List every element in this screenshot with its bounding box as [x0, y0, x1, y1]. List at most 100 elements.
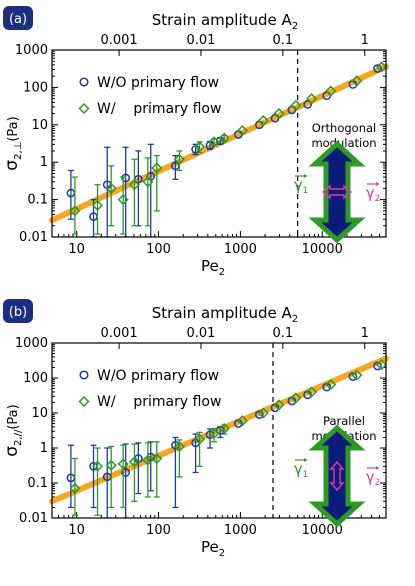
legend-label-with: W/ primary flow	[97, 394, 221, 410]
modulation-arrow-icon	[329, 460, 345, 492]
y-tick-label: 1	[40, 441, 48, 456]
data-point-diamond	[273, 399, 285, 411]
data-point-circle	[121, 468, 131, 477]
shear-arrows-schematic: γ1 γ2	[294, 424, 380, 528]
data-point-circle	[348, 372, 358, 381]
data-point-diamond	[306, 93, 318, 105]
legend-marker-circle	[79, 77, 89, 87]
legend-label-without: W/O primary flow	[97, 75, 219, 91]
x-tick-label: 1000	[224, 242, 257, 257]
plot-frame	[51, 342, 387, 519]
gamma1-label: γ1	[294, 460, 309, 480]
data-point-diamond	[236, 125, 248, 137]
data-point-diamond	[351, 75, 363, 87]
x-axis-label-main: Pe	[201, 257, 219, 275]
y-axis-label-sub: 2,//	[13, 429, 24, 446]
data-point-diamond	[325, 85, 337, 97]
data-point-diamond	[69, 482, 81, 494]
data-point-diamond	[273, 107, 285, 120]
y-tick-label: 0.01	[19, 230, 48, 245]
top-axis-label-sub: 2	[292, 21, 298, 32]
y-axis-label-main: σ	[2, 160, 22, 171]
legend-marker-circle	[79, 370, 89, 380]
modulation-arrow-icon	[321, 184, 353, 200]
data-point-diamond	[117, 458, 129, 470]
panel-label-bg	[3, 299, 33, 323]
gamma1-vector-head	[304, 174, 307, 178]
gamma2-sub: 2	[375, 194, 381, 204]
x-axis-label-sub: 2	[219, 267, 225, 278]
y-tick-label: 100	[23, 371, 48, 386]
data-point-diamond	[218, 422, 230, 435]
x-tick-label: 1000	[224, 523, 257, 538]
top-tick-label: 0.1	[273, 326, 294, 341]
legend-marker-diamond	[78, 395, 90, 408]
data-point-diamond	[325, 378, 337, 391]
data-point-diamond	[218, 132, 230, 144]
series-with-primary-flow	[69, 359, 386, 516]
data-point-diamond	[142, 454, 154, 466]
gamma2-main: γ	[366, 468, 375, 486]
data-point-diamond	[151, 452, 163, 465]
panel-label-bg	[3, 6, 33, 30]
panel-label: (b)	[9, 305, 27, 320]
top-tick-label: 0.001	[100, 33, 137, 48]
data-point-diamond	[290, 99, 302, 111]
x-tick-label: 100	[146, 242, 171, 257]
gamma1-main: γ	[294, 176, 303, 194]
panel-label-badge: (a)	[3, 6, 33, 30]
data-point-diamond	[105, 182, 117, 194]
data-point-diamond	[173, 153, 185, 165]
y-tick-label: 10	[31, 406, 48, 421]
top-axis-label-main: Strain amplitude A	[152, 11, 293, 29]
y-tick-label: 100	[23, 80, 48, 95]
top-tick-label: 0.01	[187, 326, 216, 341]
gamma2-main: γ	[366, 184, 375, 202]
data-point-diamond	[142, 176, 154, 188]
legend: W/O primary flow W/ primary flow	[78, 75, 221, 117]
data-point-diamond	[91, 199, 104, 211]
gamma1-sub: 1	[303, 186, 309, 196]
panel-label-badge: (b)	[3, 299, 33, 323]
gamma2-label: γ2	[366, 184, 381, 204]
top-axis-label: Strain amplitude A2	[152, 304, 298, 325]
x-tick-label: 10	[68, 523, 85, 538]
data-point-diamond	[257, 407, 269, 419]
gamma1-main: γ	[294, 460, 303, 478]
y-axis-label-sub: 2,⊥	[13, 142, 24, 160]
data-point-circle	[254, 410, 264, 419]
x-axis-label: Pe2	[201, 257, 225, 278]
x-tick-label: 10000	[302, 523, 343, 538]
top-axis-label: Strain amplitude A2	[152, 11, 298, 32]
top-tick-label: 0.01	[187, 33, 216, 48]
top-tick-label: 1	[361, 33, 369, 48]
data-point-diamond	[375, 359, 386, 371]
data-point-circle	[303, 100, 312, 109]
data-point-diamond	[91, 460, 104, 472]
data-point-diamond	[194, 433, 206, 445]
gamma1-vector-head	[304, 458, 307, 462]
data-point-diamond	[69, 205, 81, 217]
data-point-diamond	[208, 427, 220, 440]
panel-label: (a)	[9, 12, 27, 27]
plot-frame	[51, 49, 387, 238]
primary-flow-arrow-icon	[308, 140, 366, 244]
data-point-diamond	[128, 179, 140, 191]
y-tick-label: 0.1	[27, 476, 48, 491]
plot-area	[66, 359, 386, 518]
annotation-line: Orthogonal	[312, 121, 376, 135]
legend-marker-diamond	[78, 102, 90, 115]
y-tick-label: 1000	[15, 336, 48, 351]
gamma2-vector-head	[376, 182, 379, 186]
y-tick-label: 0.01	[19, 511, 48, 526]
data-point-circle	[373, 64, 382, 73]
x-tick-label: 100	[146, 523, 171, 538]
gamma1-label: γ1	[294, 176, 309, 196]
data-point-circle	[373, 361, 382, 371]
x-axis-label: Pe2	[201, 538, 225, 559]
primary-flow-arrow-icon	[308, 424, 366, 528]
y-axis-label: σ2,⊥(Pa)	[2, 116, 24, 170]
annotation-line: modulation	[311, 136, 376, 150]
